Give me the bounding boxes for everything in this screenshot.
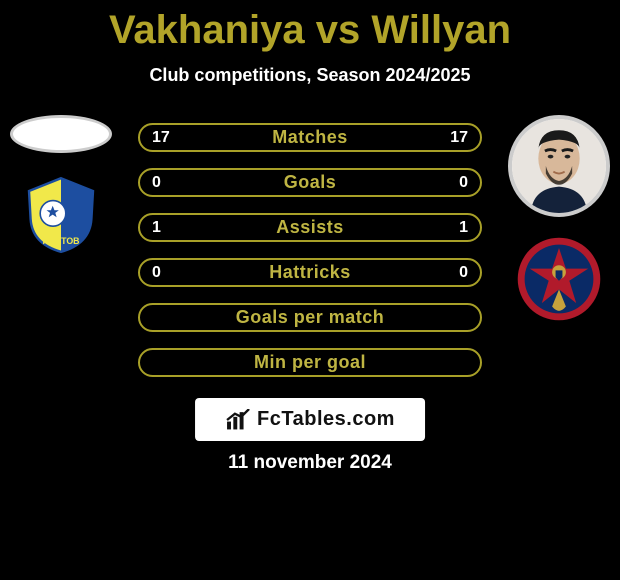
player-left-name: Vakhaniya <box>109 8 305 52</box>
stat-row: Min per goal <box>138 348 482 377</box>
stat-row: Assists 1 1 <box>138 213 482 242</box>
stat-label: Min per goal <box>254 352 366 373</box>
page-title: Vakhaniya vs Willyan <box>0 0 620 53</box>
svg-text:РОСТОВ: РОСТОВ <box>42 236 79 246</box>
left-side-column: РОСТОВ <box>6 115 116 259</box>
stat-value-right: 17 <box>450 129 468 147</box>
stat-label: Goals <box>284 172 337 193</box>
club-left-logo: РОСТОВ <box>17 171 105 259</box>
branding-badge: FcTables.com <box>195 398 425 441</box>
vs-separator: vs <box>316 8 372 52</box>
player-right-name: Willyan <box>371 8 511 52</box>
stat-value-right: 0 <box>459 174 468 192</box>
stat-row: Hattricks 0 0 <box>138 258 482 287</box>
stats-panel: Matches1717Goals00Assists11Hattricks00Go… <box>138 123 482 377</box>
stat-value-left: 0 <box>152 264 161 282</box>
player-left-avatar <box>10 115 112 153</box>
stat-value-left: 1 <box>152 219 161 237</box>
stat-row: Matches 17 17 <box>138 123 482 152</box>
date-footer: 11 november 2024 <box>0 452 620 474</box>
stat-row: Goals per match <box>138 303 482 332</box>
stat-label: Goals per match <box>236 307 385 328</box>
subtitle: Club competitions, Season 2024/2025 <box>0 65 620 86</box>
player-right-avatar <box>508 115 610 217</box>
stat-value-right: 0 <box>459 264 468 282</box>
stat-value-right: 1 <box>459 219 468 237</box>
stat-label: Hattricks <box>269 262 351 283</box>
branding-text: FcTables.com <box>257 408 395 431</box>
branding-logo-icon <box>225 409 251 431</box>
stat-label: Assists <box>276 217 344 238</box>
stat-row: Goals 0 0 <box>138 168 482 197</box>
stat-label: Matches <box>272 127 348 148</box>
stat-value-left: 0 <box>152 174 161 192</box>
club-right-logo <box>515 235 603 323</box>
stat-value-left: 17 <box>152 129 170 147</box>
right-side-column <box>504 115 614 323</box>
